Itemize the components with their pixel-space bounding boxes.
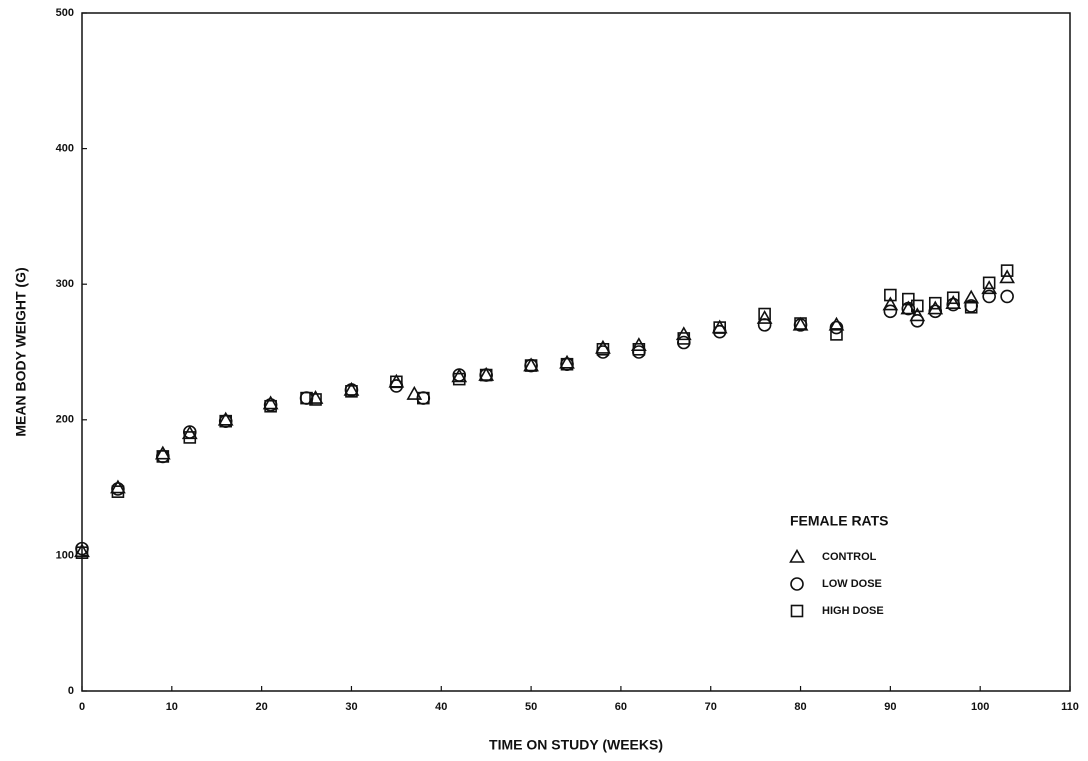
x-tick-label: 40 [435,701,447,713]
data-point [559,354,575,369]
data-point [262,395,279,410]
x-tick-label: 30 [345,701,357,713]
data-point [946,291,960,305]
data-point [479,368,493,382]
data-point [884,288,897,302]
data-point [264,399,277,413]
legend-marker [790,604,804,618]
data-point [758,307,771,321]
x-tick-label: 90 [884,701,896,713]
data-point [219,414,233,428]
data-point [1000,289,1014,304]
data-point [390,375,403,389]
data-point [183,431,197,444]
data-point [927,300,944,315]
data-point [910,314,925,328]
x-tick-label: 70 [705,701,717,713]
legend-label: CONTROL [822,551,877,563]
data-point [830,328,843,341]
data-point [909,307,926,322]
x-tick-label: 80 [794,701,806,713]
data-point [981,280,998,295]
data-point [829,320,844,335]
y-tick-label: 0 [68,685,74,697]
data-point [713,321,727,334]
data-point [156,450,170,463]
data-point [928,304,943,319]
data-point [632,342,646,356]
data-point [794,317,807,330]
data-point [111,485,125,498]
data-point [452,372,466,386]
data-point [946,297,961,312]
data-point [982,289,996,304]
data-point [756,309,773,324]
legend-label: HIGH DOSE [822,605,884,617]
data-point [963,289,980,304]
x-tick-label: 110 [1061,701,1079,713]
legend-label: LOW DOSE [822,578,882,590]
data-point [417,391,430,405]
data-point [828,316,845,331]
legend-title: FEMALE RATS [790,513,889,529]
data-point [882,296,899,311]
plot-frame [81,12,1071,692]
y-tick-label: 300 [56,278,74,290]
data-point [902,292,915,306]
data-point [883,304,898,319]
x-tick-label: 100 [971,701,989,713]
y-tick-label: 500 [56,7,74,19]
data-point [309,393,322,406]
data-point [560,357,574,371]
x-tick-label: 50 [525,701,537,713]
data-point [524,359,538,372]
y-tick-label: 400 [56,143,74,155]
legend-marker [789,548,805,563]
data-point [343,381,360,396]
data-point [982,276,996,290]
data-point [75,546,89,559]
data-point [928,296,942,310]
x-tick-label: 10 [166,701,178,713]
data-point [945,295,962,309]
data-point [345,385,358,398]
x-axis-label: TIME ON STUDY (WEEKS) [489,737,663,753]
data-point [901,301,916,316]
y-axis-label: MEAN BODY WEIGHT (G) [13,267,29,436]
x-tick-label: 20 [256,701,268,713]
x-tick-label: 60 [615,701,627,713]
data-point [74,543,90,558]
data-point [1000,264,1014,277]
data-point [964,300,978,314]
data-point [792,316,809,331]
y-tick-label: 200 [56,414,74,426]
y-tick-label: 100 [56,549,74,561]
data-point [911,299,924,313]
legend-marker [790,577,804,591]
data-point [300,391,313,405]
data-point [217,411,234,426]
data-point [596,342,610,356]
data-point [154,445,171,460]
x-tick-label: 0 [79,701,85,713]
data-point [677,332,691,345]
